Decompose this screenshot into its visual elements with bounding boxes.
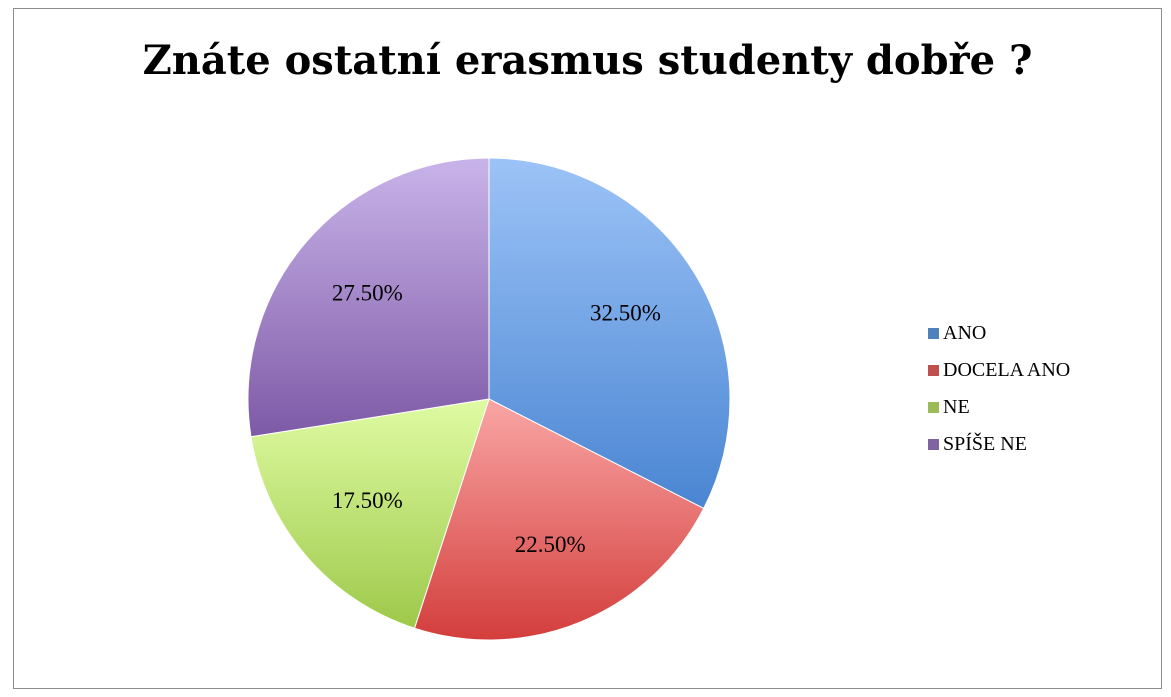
legend-item-ano: ANO (928, 315, 1070, 352)
pie-slice-spise-ne (247, 157, 490, 438)
legend-swatch-spise-ne (928, 439, 939, 450)
legend-item-spise-ne: SPÍŠE NE (928, 426, 1070, 463)
chart-frame: Znáte ostatní erasmus studenty dobře ? 3… (13, 8, 1162, 689)
legend-swatch-docela-ano (928, 365, 939, 376)
pie-slice-ano (488, 157, 731, 510)
chart-title: Znáte ostatní erasmus studenty dobře ? (142, 37, 1033, 84)
legend-item-ne: NE (928, 389, 1070, 426)
pie-chart: 32.50% 22.50% 17.50% 27.50% (247, 157, 731, 641)
legend-item-docela-ano: DOCELA ANO (928, 352, 1070, 389)
pie-slice-docela-ano (413, 398, 705, 641)
legend-label-docela-ano: DOCELA ANO (943, 359, 1071, 381)
slice-label-spise-ne: 27.50% (332, 280, 403, 305)
legend-label-spise-ne: SPÍŠE NE (943, 433, 1027, 455)
pie-labels: 32.50% 22.50% 17.50% 27.50% (332, 280, 661, 557)
pie-slice-ne (250, 398, 490, 629)
slice-label-docela-ano: 22.50% (515, 532, 586, 557)
legend-label-ne: NE (943, 396, 970, 418)
legend-label-ano: ANO (943, 322, 987, 344)
legend-swatch-ne (928, 402, 939, 413)
legend: ANO DOCELA ANO NE SPÍŠE NE (928, 315, 1070, 463)
pie-slices (247, 157, 731, 641)
slice-label-ano: 32.50% (590, 301, 661, 326)
slice-label-ne: 17.50% (332, 488, 403, 513)
legend-swatch-ano (928, 328, 939, 339)
